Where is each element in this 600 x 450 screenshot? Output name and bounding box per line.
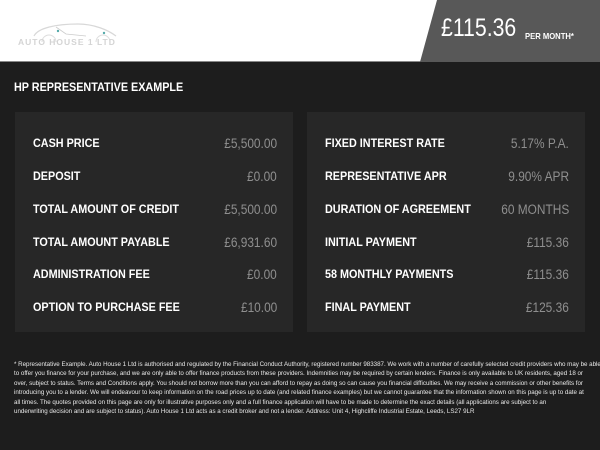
disclaimer-line: all times. The quotes provided on this p… <box>14 398 547 406</box>
finance-row: INITIAL PAYMENT £115.36 <box>325 232 569 252</box>
finance-row: CASH PRICE £5,500.00 <box>33 133 277 153</box>
finance-row: ADMINISTRATION FEE £0.00 <box>33 264 277 284</box>
row-label: OPTION TO PURCHASE FEE <box>33 300 180 314</box>
row-label: FIXED INTEREST RATE <box>325 136 445 150</box>
row-value: £6,931.60 <box>224 234 277 250</box>
disclaimer-line: to offer you finance for your purchase, … <box>14 370 583 378</box>
disclaimer-line: introducing you to a lender. We will end… <box>14 389 584 397</box>
disclaimer-line: underwriting decision and are subject to… <box>14 408 475 416</box>
finance-row: DURATION OF AGREEMENT 60 MONTHS <box>325 199 569 219</box>
row-label: DEPOSIT <box>33 169 81 183</box>
row-value: £115.36 <box>526 234 569 250</box>
per-month-label: PER MONTH* <box>525 31 574 41</box>
car-logo-icon <box>33 23 117 43</box>
row-value: £125.36 <box>526 299 569 315</box>
finance-row: 58 MONTHLY PAYMENTS £115.36 <box>325 264 569 284</box>
row-label: TOTAL AMOUNT OF CREDIT <box>33 202 179 216</box>
header: AUTO HOUSE 1 LTD £115.36 PER MONTH* <box>0 0 600 62</box>
section-title: HP REPRESENTATIVE EXAMPLE <box>14 80 184 94</box>
row-label: INITIAL PAYMENT <box>325 235 417 249</box>
disclaimer-line: * Representative Example. Auto House 1 L… <box>14 361 600 368</box>
row-label: FINAL PAYMENT <box>325 300 411 314</box>
finance-row: TOTAL AMOUNT PAYABLE £6,931.60 <box>33 232 277 252</box>
left-finance-panel: CASH PRICE £5,500.00 DEPOSIT £0.00 TOTAL A… <box>15 112 293 332</box>
price-panel <box>420 0 600 62</box>
row-value: £10.00 <box>240 299 277 315</box>
right-finance-panel: FIXED INTEREST RATE 5.17% P.A. REPRESENTA… <box>307 112 585 332</box>
row-label: CASH PRICE <box>33 136 100 150</box>
row-value: £5,500.00 <box>224 201 277 217</box>
finance-row: FINAL PAYMENT £125.36 <box>325 297 569 317</box>
row-label: REPRESENTATIVE APR <box>325 169 447 183</box>
finance-row: OPTION TO PURCHASE FEE £10.00 <box>33 297 277 317</box>
logo-text: AUTO HOUSE 1 LTD <box>18 37 116 47</box>
row-value: 9.90% APR <box>508 168 569 184</box>
row-value: £0.00 <box>247 266 277 282</box>
finance-row: REPRESENTATIVE APR 9.90% APR <box>325 166 569 186</box>
monthly-price: £115.36 <box>441 14 517 42</box>
row-label: TOTAL AMOUNT PAYABLE <box>33 235 170 249</box>
row-label: DURATION OF AGREEMENT <box>325 202 471 216</box>
disclaimer-line: over, subject to status. Terms and Condi… <box>14 379 583 387</box>
finance-row: FIXED INTEREST RATE 5.17% P.A. <box>325 133 569 153</box>
disclaimer: * Representative Example. Auto House 1 L… <box>14 360 600 416</box>
row-value: £115.36 <box>526 266 569 282</box>
row-value: 60 MONTHS <box>501 201 569 217</box>
finance-row: DEPOSIT £0.00 <box>33 166 277 186</box>
row-value: 5.17% P.A. <box>511 135 569 151</box>
row-value: £0.00 <box>247 168 277 184</box>
row-value: £5,500.00 <box>224 135 277 151</box>
row-label: 58 MONTHLY PAYMENTS <box>325 267 454 281</box>
finance-row: TOTAL AMOUNT OF CREDIT £5,500.00 <box>33 199 277 219</box>
row-label: ADMINISTRATION FEE <box>33 267 150 281</box>
